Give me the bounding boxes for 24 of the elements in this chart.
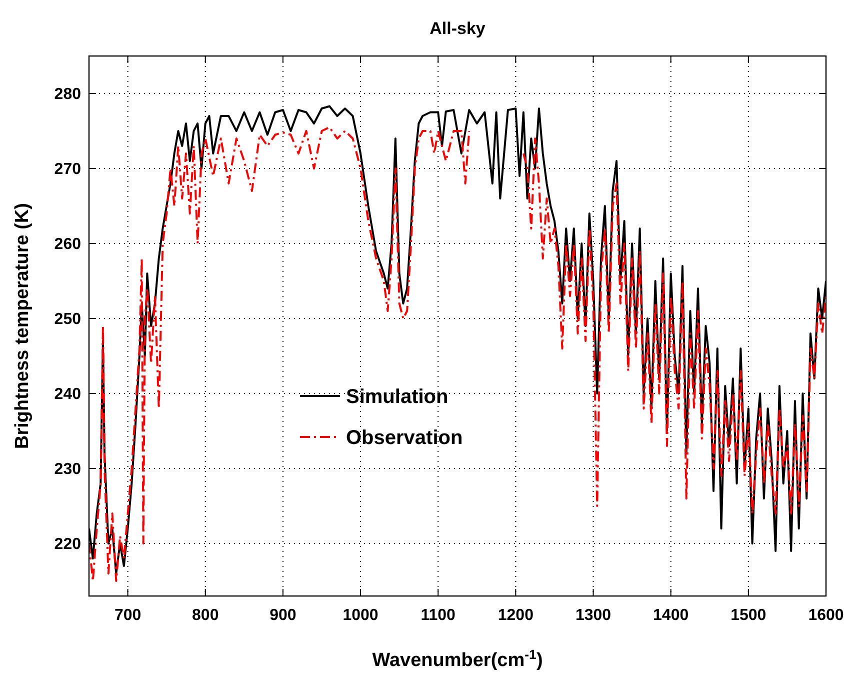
x-tick-label: 1400 [653, 607, 689, 624]
legend-label: Observation [346, 427, 463, 449]
line-series [522, 138, 826, 514]
x-tick-label: 1300 [575, 607, 612, 624]
y-axis-title: Brightness temperature (K) [12, 203, 33, 449]
x-tick-label: 700 [114, 607, 142, 624]
x-tick-label: 1100 [420, 607, 456, 624]
x-tick-label: 1000 [342, 607, 378, 624]
y-tick-label: 280 [54, 86, 82, 104]
x-tick-label: 800 [192, 607, 219, 624]
legend-label: Simulation [346, 386, 448, 408]
y-tick-label: 270 [54, 161, 82, 178]
y-tick-label: 230 [54, 461, 82, 478]
line-series [89, 126, 470, 582]
y-tick-label: 250 [54, 311, 82, 328]
y-tick-label: 240 [54, 386, 82, 404]
x-tick-label: 1600 [808, 607, 844, 624]
y-tick-label: 220 [54, 536, 82, 554]
x-tick-label: 1200 [498, 607, 534, 624]
x-tick-label: 1500 [730, 607, 766, 624]
x-axis-title: Wavenumber(cm$^{-1}$) [372, 646, 543, 671]
x-tick-label: 900 [270, 607, 296, 624]
chart-title: All-sky [430, 19, 486, 38]
y-tick-label: 260 [54, 236, 82, 254]
